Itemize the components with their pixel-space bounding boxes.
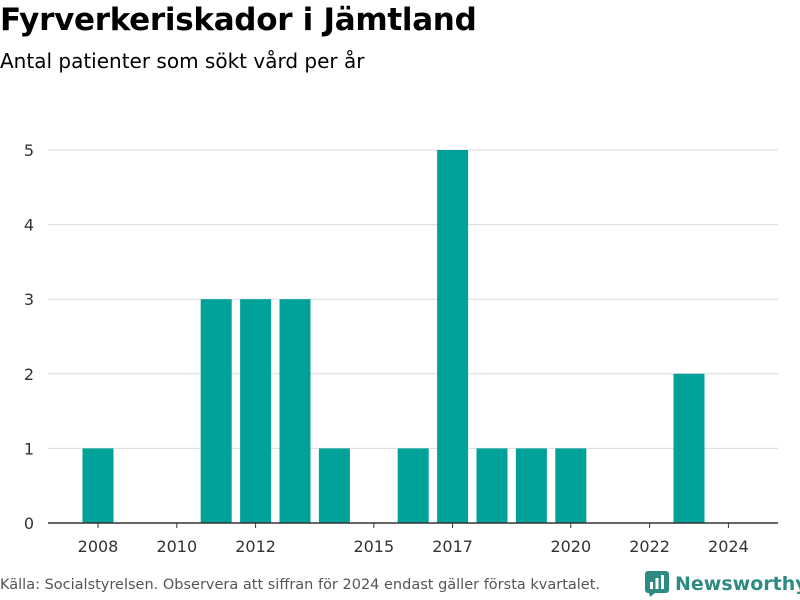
bar [673, 373, 705, 523]
bar [200, 299, 232, 523]
bar [318, 448, 350, 523]
brand-logo: Newsworthy [645, 569, 800, 599]
y-tick-label: 0 [24, 514, 34, 533]
bar [240, 299, 272, 523]
bar [515, 448, 547, 523]
y-tick-label: 1 [24, 439, 34, 458]
bar [279, 299, 311, 523]
x-tick-label: 2010 [156, 537, 197, 556]
bar [82, 448, 114, 523]
bar [476, 448, 508, 523]
chart-title: Fyrverkeriskador i Jämtland [0, 2, 477, 38]
bar [555, 448, 587, 523]
newsworthy-logo-icon [645, 571, 669, 597]
bar [437, 150, 469, 523]
y-tick-label: 2 [24, 365, 34, 384]
y-tick-label: 4 [24, 216, 34, 235]
y-tick-label: 5 [24, 141, 34, 160]
x-tick-label: 2020 [550, 537, 591, 556]
x-tick-label: 2022 [629, 537, 670, 556]
brand-name: Newsworthy [675, 573, 800, 595]
x-tick-label: 2008 [78, 537, 119, 556]
x-tick-label: 2012 [235, 537, 276, 556]
x-tick-label: 2024 [708, 537, 749, 556]
chart-subtitle: Antal patienter som sökt vård per år [0, 49, 365, 73]
y-tick-label: 3 [24, 290, 34, 309]
x-tick-label: 2017 [432, 537, 473, 556]
bar [397, 448, 429, 523]
x-tick-label: 2015 [353, 537, 394, 556]
source-note: Källa: Socialstyrelsen. Observera att si… [0, 577, 601, 593]
